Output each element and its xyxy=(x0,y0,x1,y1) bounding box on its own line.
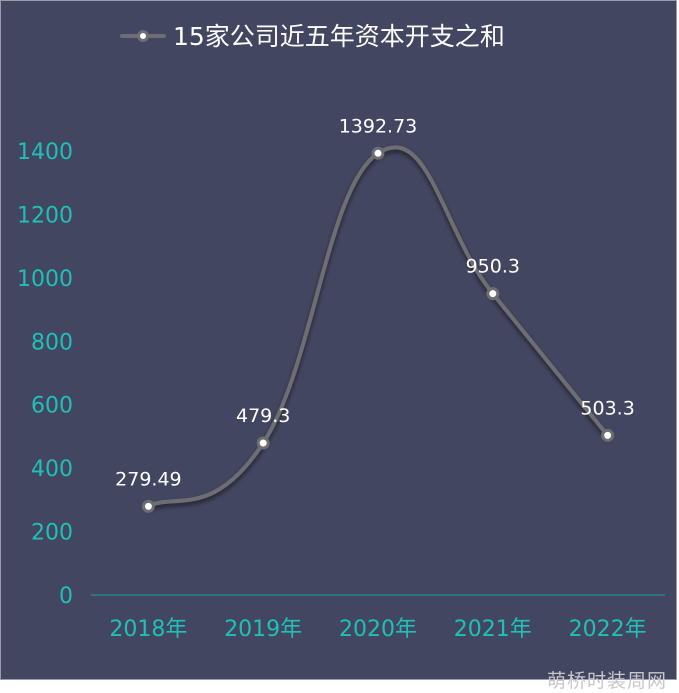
data-point-marker xyxy=(141,499,155,513)
y-tick-label: 800 xyxy=(31,330,73,355)
y-axis: 0 200 400 600 800 1000 1200 1400 xyxy=(17,140,73,609)
data-points xyxy=(141,146,615,513)
x-tick-label: 2018年 xyxy=(109,617,187,642)
series-line xyxy=(146,145,610,509)
chart-area: 15家公司近五年资本开支之和 0 200 400 600 800 1000 1200 1400… xyxy=(0,0,677,680)
data-labels: 279.49 479.3 1392.73 950.3 503.3 xyxy=(115,115,635,490)
y-tick-label: 200 xyxy=(31,521,73,546)
data-label: 279.49 xyxy=(115,468,181,490)
data-label: 950.3 xyxy=(466,256,520,278)
data-label: 479.3 xyxy=(236,405,290,427)
data-label: 503.3 xyxy=(580,397,634,419)
x-tick-label: 2022年 xyxy=(569,617,647,642)
x-tick-label: 2020年 xyxy=(339,617,417,642)
legend-marker-icon xyxy=(137,30,149,42)
data-point-marker xyxy=(486,287,500,301)
y-tick-label: 0 xyxy=(59,584,73,609)
x-axis: 2018年 2019年 2020年 2021年 2022年 xyxy=(109,617,646,642)
line-chart: 15家公司近五年资本开支之和 0 200 400 600 800 1000 1200 1400… xyxy=(17,22,665,642)
data-point-marker xyxy=(256,436,270,450)
watermark: 萌桥时装周网 xyxy=(546,670,667,692)
legend-entry: 15家公司近五年资本开支之和 xyxy=(173,22,505,51)
y-tick-label: 1200 xyxy=(17,203,73,228)
data-label: 1392.73 xyxy=(339,115,418,137)
y-tick-label: 600 xyxy=(31,394,73,419)
y-tick-label: 400 xyxy=(31,457,73,482)
legend: 15家公司近五年资本开支之和 xyxy=(120,22,505,51)
data-point-marker xyxy=(371,146,385,160)
x-tick-label: 2019年 xyxy=(224,617,302,642)
y-tick-label: 1400 xyxy=(17,140,73,165)
x-tick-label: 2021年 xyxy=(454,617,532,642)
data-point-marker xyxy=(601,428,615,442)
y-tick-label: 1000 xyxy=(17,267,73,292)
